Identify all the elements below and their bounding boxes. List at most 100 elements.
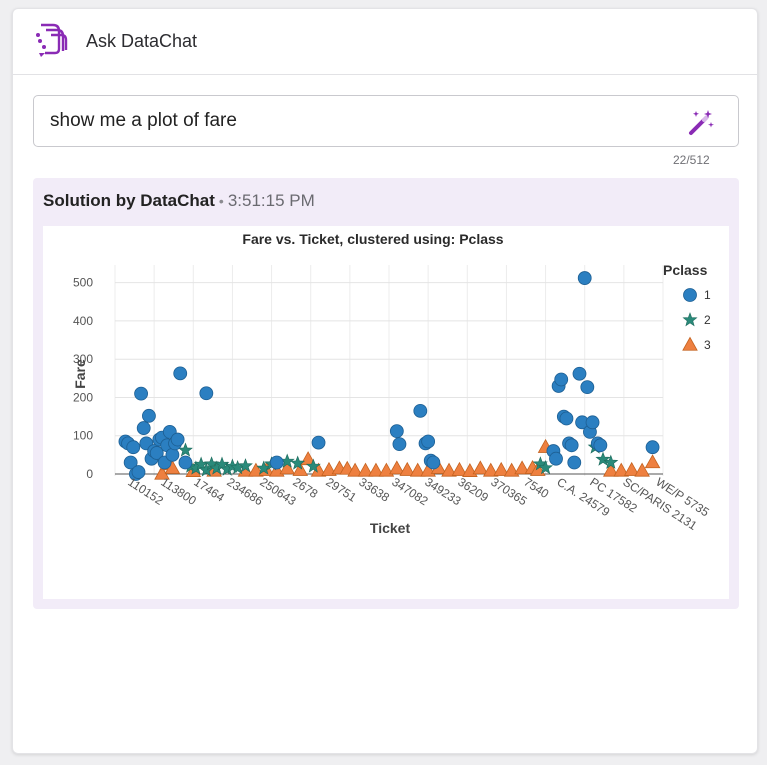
char-counter: 22/512	[673, 153, 710, 167]
magic-wand-icon[interactable]	[686, 107, 716, 137]
datachat-logo-icon	[36, 23, 68, 57]
data-point-pclass-3	[321, 461, 337, 476]
data-point-pclass-1	[134, 386, 148, 401]
data-point-pclass-2	[290, 455, 306, 470]
data-point-pclass-1	[577, 271, 592, 285]
data-point-pclass-3	[292, 461, 309, 476]
app-title: Ask DataChat	[86, 31, 198, 51]
separator-dot: •	[218, 193, 224, 209]
x-tick-label: 113800	[158, 475, 199, 508]
legend-marker-1	[683, 288, 697, 302]
chart-card: Fare vs. Ticket, clustered using: Pclass…	[43, 226, 729, 599]
data-point-pclass-1	[572, 366, 587, 381]
datachat-panel: Ask DataChat show me a plot of fare 22/5…	[12, 8, 758, 754]
x-tick-label: 349233	[422, 475, 463, 509]
x-tick-label: 250643	[257, 475, 298, 509]
data-point-pclass-1	[311, 435, 326, 450]
data-point-pclass-2	[305, 458, 321, 473]
y-tick-label: 0	[86, 467, 93, 481]
data-point-pclass-2	[177, 442, 193, 457]
x-tick-label: 33638	[356, 475, 392, 505]
data-point-pclass-1	[269, 455, 284, 470]
data-point-pclass-3	[368, 462, 384, 477]
data-point-pclass-1	[123, 455, 138, 470]
legend-label: 1	[704, 288, 711, 302]
data-point-pclass-3	[357, 462, 374, 477]
data-point-pclass-1	[142, 408, 156, 423]
data-point-pclass-2	[595, 451, 611, 466]
legend-label: 3	[704, 338, 711, 352]
data-point-pclass-3	[389, 460, 405, 475]
query-input-text[interactable]: show me a plot of fare	[50, 110, 237, 131]
y-tick-label: 200	[73, 390, 93, 404]
legend-label: 2	[704, 313, 711, 327]
data-point-pclass-1	[131, 465, 146, 479]
legend-marker-3	[682, 336, 698, 351]
query-input[interactable]: show me a plot of fare	[33, 95, 739, 147]
x-tick-label: 29751	[323, 475, 359, 505]
data-point-pclass-1	[567, 455, 582, 470]
data-point-pclass-3	[248, 462, 264, 477]
x-tick-label: 17464	[191, 475, 227, 505]
data-point-pclass-1	[585, 415, 600, 430]
y-tick-label: 400	[73, 314, 93, 328]
scatter-chart[interactable]: Fare vs. Ticket, clustered using: Pclass…	[43, 226, 729, 599]
data-point-pclass-3	[623, 461, 640, 476]
x-tick-label: 347082	[389, 475, 430, 509]
data-point-pclass-1	[126, 440, 141, 455]
data-point-pclass-1	[645, 440, 660, 455]
data-point-pclass-1	[170, 432, 185, 447]
data-point-pclass-1	[413, 403, 428, 418]
data-point-pclass-3	[644, 454, 661, 469]
y-tick-label: 500	[73, 276, 93, 290]
x-tick-label: 370365	[488, 475, 529, 509]
data-point-pclass-3	[514, 460, 530, 475]
data-point-pclass-3	[634, 462, 650, 477]
data-point-pclass-3	[603, 462, 619, 477]
data-point-pclass-1	[426, 455, 441, 470]
data-point-pclass-3	[482, 462, 499, 477]
data-point-pclass-3	[399, 461, 416, 476]
data-point-pclass-1	[559, 411, 574, 426]
legend-marker-2	[682, 312, 698, 327]
x-axis-label: Ticket	[370, 520, 411, 536]
chart-title: Fare vs. Ticket, clustered using: Pclass	[242, 231, 503, 247]
data-point-pclass-1	[389, 424, 404, 439]
data-point-pclass-2	[603, 454, 619, 469]
data-point-pclass-3	[613, 462, 630, 477]
legend-title: Pclass	[663, 262, 708, 278]
data-point-pclass-1	[554, 372, 569, 387]
data-point-pclass-1	[173, 366, 188, 381]
solution-title: Solution by DataChat	[43, 191, 215, 210]
data-point-pclass-3	[493, 461, 510, 476]
data-point-pclass-1	[421, 434, 436, 449]
data-point-pclass-1	[165, 447, 180, 462]
data-point-pclass-1	[392, 437, 407, 452]
data-point-pclass-1	[136, 421, 151, 435]
data-point-pclass-3	[347, 462, 363, 477]
data-point-pclass-1	[149, 446, 164, 460]
data-point-pclass-2	[198, 462, 214, 477]
data-point-pclass-3	[472, 460, 489, 475]
data-point-pclass-1	[580, 380, 595, 395]
data-point-pclass-2	[237, 458, 253, 473]
y-axis-label: Fare	[72, 359, 88, 389]
data-point-pclass-1	[178, 455, 193, 470]
app-header: Ask DataChat	[13, 9, 757, 75]
solution-header: Solution by DataChat • 3:51:15 PM	[43, 191, 315, 211]
data-point-pclass-1	[199, 386, 214, 401]
data-point-pclass-1	[593, 438, 608, 453]
data-point-pclass-1	[549, 451, 563, 466]
data-point-pclass-3	[279, 460, 296, 475]
data-point-pclass-3	[451, 461, 468, 476]
data-point-pclass-3	[441, 462, 457, 477]
data-point-pclass-1	[564, 438, 579, 453]
y-tick-label: 300	[73, 352, 93, 366]
solution-card: Solution by DataChat • 3:51:15 PM Fare vs.…	[33, 178, 739, 609]
x-tick-label: 234686	[224, 475, 265, 509]
data-point-pclass-2	[538, 460, 554, 475]
solution-time: 3:51:15 PM	[227, 191, 315, 210]
data-point-pclass-3	[409, 462, 426, 477]
x-tick-label: 110152	[125, 475, 166, 508]
y-tick-label: 100	[73, 429, 93, 443]
